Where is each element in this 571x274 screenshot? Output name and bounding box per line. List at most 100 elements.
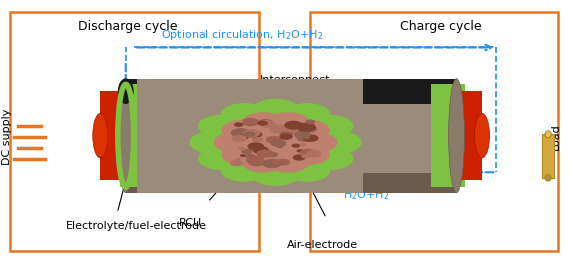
Circle shape xyxy=(252,146,269,154)
Circle shape xyxy=(271,159,281,164)
Circle shape xyxy=(252,137,263,142)
Circle shape xyxy=(238,147,246,150)
Ellipse shape xyxy=(93,113,108,158)
FancyBboxPatch shape xyxy=(457,91,482,180)
Circle shape xyxy=(294,154,300,157)
Text: H$_2$O: H$_2$O xyxy=(103,112,127,126)
Circle shape xyxy=(306,147,353,170)
Circle shape xyxy=(243,118,256,125)
FancyBboxPatch shape xyxy=(100,91,126,180)
Ellipse shape xyxy=(545,131,551,138)
Circle shape xyxy=(279,133,293,140)
Circle shape xyxy=(276,159,290,165)
Circle shape xyxy=(294,131,311,139)
Circle shape xyxy=(198,147,245,170)
Circle shape xyxy=(242,152,284,173)
Circle shape xyxy=(283,159,331,182)
Circle shape xyxy=(277,145,283,148)
FancyBboxPatch shape xyxy=(309,12,558,251)
FancyBboxPatch shape xyxy=(431,84,465,187)
Circle shape xyxy=(259,120,275,128)
Ellipse shape xyxy=(118,78,134,104)
Circle shape xyxy=(238,135,249,140)
Circle shape xyxy=(306,115,353,138)
Circle shape xyxy=(296,122,316,132)
FancyBboxPatch shape xyxy=(126,173,457,193)
Circle shape xyxy=(286,128,299,135)
Text: Air-electrode: Air-electrode xyxy=(287,240,358,250)
Ellipse shape xyxy=(475,113,489,158)
Circle shape xyxy=(266,152,278,158)
Circle shape xyxy=(240,154,246,157)
Circle shape xyxy=(280,143,287,147)
Circle shape xyxy=(242,112,284,133)
Circle shape xyxy=(262,159,282,168)
Circle shape xyxy=(246,156,264,165)
Circle shape xyxy=(258,121,268,126)
Circle shape xyxy=(222,120,264,141)
Circle shape xyxy=(244,132,255,137)
Circle shape xyxy=(266,136,282,144)
Circle shape xyxy=(243,119,252,123)
Circle shape xyxy=(291,144,300,148)
Circle shape xyxy=(284,121,303,130)
Circle shape xyxy=(279,131,293,138)
Text: Discharge cycle: Discharge cycle xyxy=(78,20,177,33)
Text: RCU: RCU xyxy=(179,218,202,228)
Circle shape xyxy=(296,134,312,142)
Circle shape xyxy=(243,129,260,137)
FancyBboxPatch shape xyxy=(120,84,151,187)
Circle shape xyxy=(231,128,250,138)
Ellipse shape xyxy=(545,174,551,181)
Circle shape xyxy=(283,103,331,126)
Circle shape xyxy=(270,125,288,134)
Circle shape xyxy=(234,122,243,127)
Circle shape xyxy=(296,129,309,135)
Circle shape xyxy=(300,149,315,156)
Circle shape xyxy=(295,132,337,153)
Circle shape xyxy=(246,154,255,159)
Circle shape xyxy=(222,144,264,165)
Ellipse shape xyxy=(449,79,464,193)
Circle shape xyxy=(248,158,264,166)
Text: Optional circulation, H$_2$O+H$_2$: Optional circulation, H$_2$O+H$_2$ xyxy=(160,28,323,42)
FancyBboxPatch shape xyxy=(137,79,363,193)
Circle shape xyxy=(304,124,314,128)
FancyBboxPatch shape xyxy=(126,79,457,104)
Circle shape xyxy=(305,119,315,124)
Circle shape xyxy=(296,149,304,153)
Circle shape xyxy=(252,163,299,186)
Circle shape xyxy=(298,125,304,128)
Circle shape xyxy=(230,160,243,166)
Circle shape xyxy=(248,131,263,138)
FancyBboxPatch shape xyxy=(10,12,259,251)
FancyBboxPatch shape xyxy=(126,79,457,193)
Circle shape xyxy=(287,120,330,141)
FancyBboxPatch shape xyxy=(542,134,554,178)
Circle shape xyxy=(314,131,362,154)
Circle shape xyxy=(300,143,307,146)
Circle shape xyxy=(220,159,268,182)
Circle shape xyxy=(302,125,317,133)
Circle shape xyxy=(305,150,319,156)
Circle shape xyxy=(303,134,319,142)
Circle shape xyxy=(247,142,264,150)
Circle shape xyxy=(256,149,274,158)
Circle shape xyxy=(244,127,307,157)
Circle shape xyxy=(242,149,252,154)
Circle shape xyxy=(287,126,297,132)
Circle shape xyxy=(301,154,311,158)
Circle shape xyxy=(258,119,274,127)
Text: Load: Load xyxy=(550,124,561,150)
Circle shape xyxy=(306,150,322,157)
Circle shape xyxy=(304,136,310,139)
Circle shape xyxy=(214,132,256,153)
Circle shape xyxy=(270,139,286,147)
Circle shape xyxy=(220,103,268,126)
Text: Interconnect: Interconnect xyxy=(260,75,331,85)
Circle shape xyxy=(258,149,271,155)
Circle shape xyxy=(252,99,299,122)
Circle shape xyxy=(293,155,305,161)
Ellipse shape xyxy=(118,79,134,193)
Text: DC supply: DC supply xyxy=(2,109,12,165)
